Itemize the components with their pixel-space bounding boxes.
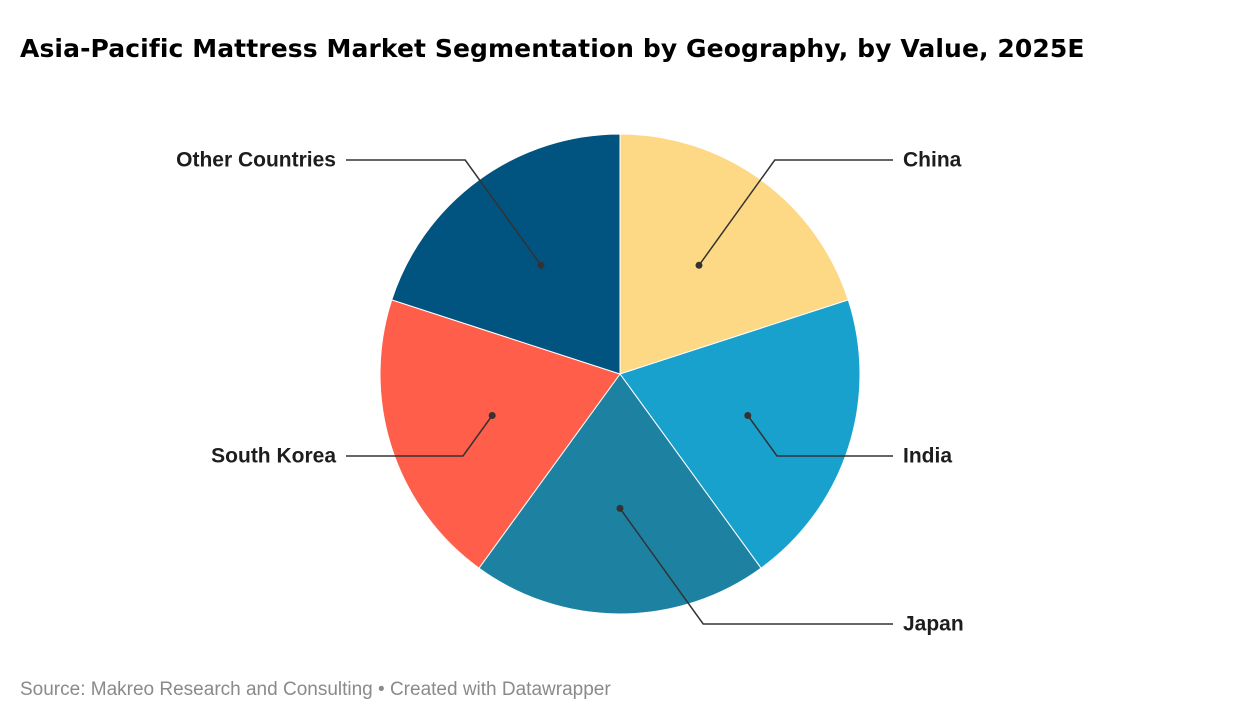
leader-dot-japan (616, 504, 624, 512)
chart-title: Asia-Pacific Mattress Market Segmentatio… (20, 34, 1085, 63)
leader-line-south-korea (346, 415, 493, 457)
pie-slice-south-korea (379, 299, 621, 569)
leader-dot-china (695, 261, 703, 269)
leader-dot-india (744, 412, 752, 419)
pie-slice-india (619, 299, 861, 569)
label-india: India (903, 445, 952, 468)
leader-line-india (747, 415, 893, 457)
source-note: Source: Makreo Research and Consulting •… (20, 679, 611, 700)
pie-labels: China India Japan South Korea Other Countrie… (176, 149, 964, 636)
label-japan: Japan (903, 613, 964, 636)
label-other-countries: Other Countries (176, 149, 336, 172)
pie-leader-lines (346, 159, 893, 625)
pie-slice-japan (478, 373, 762, 615)
label-china: China (903, 149, 962, 172)
leader-dot-south-korea (488, 412, 496, 419)
leader-line-china (698, 159, 893, 266)
leader-line-japan (619, 507, 893, 625)
leader-dot-other-countries (537, 261, 545, 269)
pie-slices (379, 133, 861, 615)
label-south-korea: South Korea (211, 445, 336, 468)
leader-line-other-countries (346, 159, 542, 266)
